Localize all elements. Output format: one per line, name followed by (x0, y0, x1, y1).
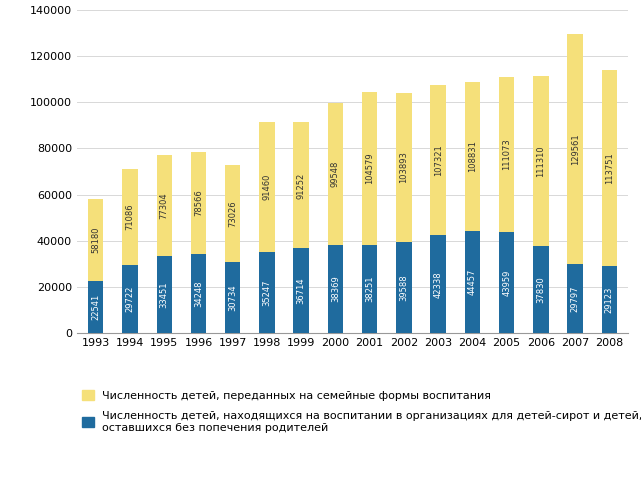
Text: 73026: 73026 (228, 200, 237, 227)
Text: 33451: 33451 (160, 281, 169, 308)
Bar (567, 34, 583, 333)
Text: 29797: 29797 (570, 286, 579, 312)
Text: 35247: 35247 (262, 279, 271, 306)
Text: 71086: 71086 (126, 203, 135, 230)
Bar (533, 76, 549, 333)
Bar (465, 82, 480, 333)
Text: 91252: 91252 (297, 172, 306, 198)
Bar (396, 93, 412, 333)
Text: 37830: 37830 (537, 276, 545, 303)
Text: 107321: 107321 (434, 145, 443, 176)
Legend: Численность детей, переданных на семейные формы воспитания, Численность детей, н: Численность детей, переданных на семейны… (83, 391, 641, 433)
Bar (602, 266, 617, 333)
Text: 108831: 108831 (468, 140, 477, 172)
Text: 36714: 36714 (297, 277, 306, 304)
Bar (88, 281, 103, 333)
Bar (328, 245, 343, 333)
Text: 111073: 111073 (502, 138, 511, 170)
Bar (431, 235, 446, 333)
Text: 58180: 58180 (91, 227, 100, 253)
Text: 43959: 43959 (502, 269, 511, 295)
Bar (294, 122, 309, 333)
Bar (156, 256, 172, 333)
Bar (156, 155, 172, 333)
Text: 38251: 38251 (365, 276, 374, 302)
Text: 103893: 103893 (399, 151, 408, 183)
Bar (465, 230, 480, 333)
Bar (362, 92, 378, 333)
Bar (328, 103, 343, 333)
Bar (396, 242, 412, 333)
Text: 39588: 39588 (399, 274, 408, 301)
Text: 42338: 42338 (434, 271, 443, 297)
Text: 91460: 91460 (262, 173, 271, 200)
Text: 29123: 29123 (605, 286, 614, 313)
Bar (499, 232, 514, 333)
Bar (122, 169, 138, 333)
Bar (602, 71, 617, 333)
Text: 78566: 78566 (194, 190, 203, 216)
Bar (499, 76, 514, 333)
Text: 113751: 113751 (605, 152, 614, 184)
Bar (225, 165, 240, 333)
Bar (122, 265, 138, 333)
Bar (88, 199, 103, 333)
Text: 34248: 34248 (194, 280, 203, 307)
Bar (259, 122, 274, 333)
Text: 77304: 77304 (160, 192, 169, 219)
Bar (362, 245, 378, 333)
Text: 22541: 22541 (91, 294, 100, 320)
Text: 44457: 44457 (468, 269, 477, 295)
Text: 38369: 38369 (331, 275, 340, 302)
Bar (225, 262, 240, 333)
Text: 29722: 29722 (126, 286, 135, 312)
Text: 99548: 99548 (331, 161, 340, 187)
Bar (259, 252, 274, 333)
Text: 104579: 104579 (365, 152, 374, 184)
Text: 129561: 129561 (570, 133, 579, 165)
Bar (567, 265, 583, 333)
Bar (294, 248, 309, 333)
Text: 30734: 30734 (228, 284, 237, 311)
Bar (191, 254, 206, 333)
Bar (191, 152, 206, 333)
Bar (431, 85, 446, 333)
Text: 111310: 111310 (537, 145, 545, 177)
Bar (533, 246, 549, 333)
